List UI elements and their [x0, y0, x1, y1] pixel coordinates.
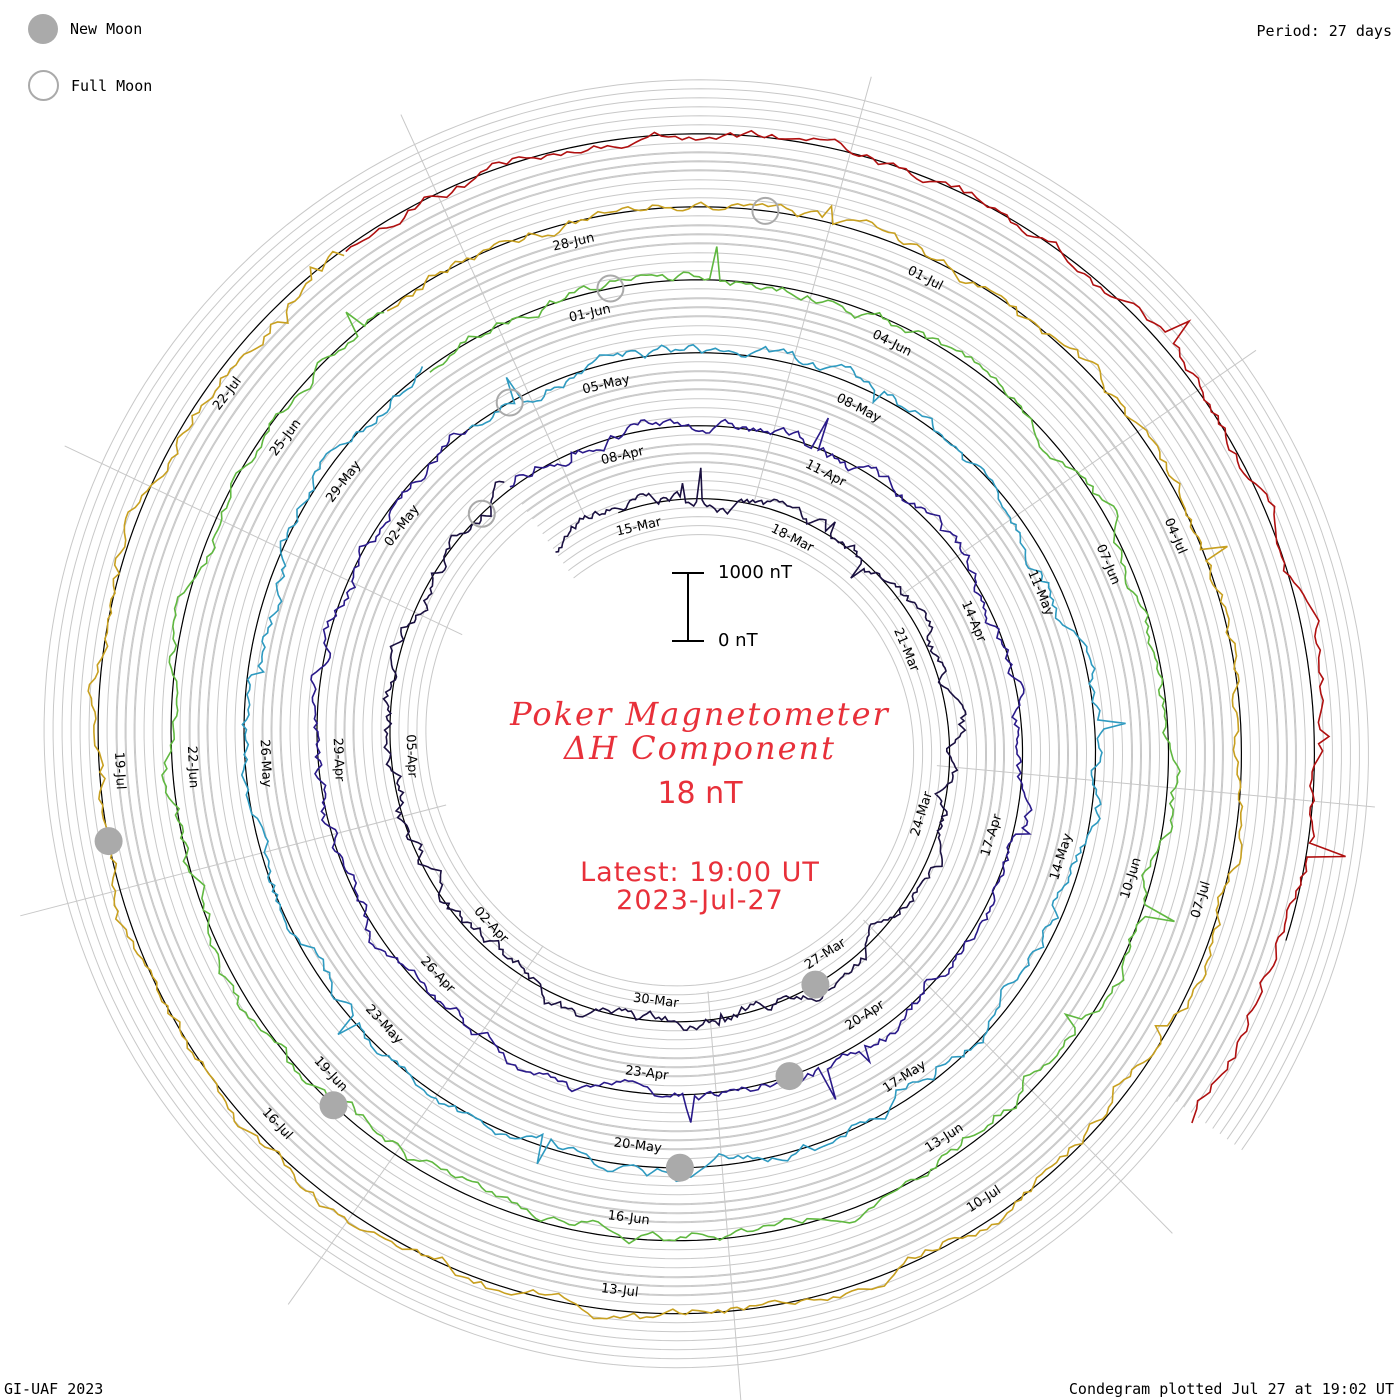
latest-date: 2023-Jul-27 — [616, 885, 784, 916]
zero-reference-spiral — [97, 133, 1316, 1315]
current-value: 18 nT — [657, 776, 743, 811]
new-moon-marker — [665, 1153, 694, 1182]
full-moon-marker — [751, 196, 780, 225]
grid-spiral — [124, 160, 1288, 1288]
scale-bar — [672, 572, 704, 642]
day-spoke — [863, 919, 1173, 1234]
date-label: 13-Jun — [923, 1120, 967, 1156]
date-label: 22-Jun — [184, 746, 201, 789]
full-moon-icon — [28, 70, 59, 101]
date-label: 17-Apr — [978, 812, 1005, 859]
full-moon-marker — [596, 274, 625, 303]
new-moon-marker — [319, 1091, 348, 1120]
footer-plotted: Condegram plotted Jul 27 at 19:02 UT — [1068, 1380, 1394, 1398]
day-spoke — [707, 991, 742, 1400]
new-moon-marker — [775, 1062, 804, 1091]
date-label: 29-Apr — [330, 738, 347, 783]
date-label: 26-May — [257, 739, 274, 788]
grid-spiral — [106, 142, 1306, 1306]
day-spoke — [753, 76, 872, 502]
data-trace — [382, 467, 967, 1032]
date-label: 05-Apr — [403, 734, 420, 779]
date-label: 13-Jul — [600, 1281, 639, 1301]
date-label: 16-Jul — [259, 1105, 296, 1143]
date-label: 11-May — [1024, 568, 1057, 618]
date-label: 04-Jul — [1161, 516, 1189, 557]
new-moon-icon — [28, 14, 58, 44]
day-spoke — [936, 765, 1375, 808]
legend-new-moon-label: New Moon — [70, 20, 143, 38]
grid-spiral — [61, 97, 1351, 1351]
date-label: 30-Mar — [632, 991, 680, 1012]
full-moon-marker — [495, 388, 524, 417]
data-trace — [161, 246, 1181, 1245]
new-moon-marker — [94, 827, 123, 856]
grid-spiral — [52, 88, 1360, 1360]
date-label: 05-May — [581, 372, 632, 397]
day-spoke — [893, 349, 1257, 601]
grid-spiral — [43, 79, 1369, 1369]
moon-markers — [94, 196, 830, 1182]
date-label: 29-May — [323, 458, 364, 506]
grid-spiral — [115, 151, 1297, 1297]
chart-subtitle: ΔH Component — [563, 729, 837, 767]
period-label: Period: 27 days — [1256, 22, 1392, 40]
day-spoke — [400, 114, 585, 515]
zero-reference-line — [97, 133, 1316, 1315]
data-traces — [87, 129, 1346, 1320]
legend-full-moon-label: Full Moon — [71, 76, 153, 95]
date-label: 19-Jul — [111, 752, 128, 790]
data-trace — [310, 417, 1033, 1123]
grid-spiral — [79, 115, 1333, 1333]
grid-spiral — [70, 106, 1342, 1342]
latest-time: Latest: 19:00 UT — [580, 857, 820, 888]
new-moon-marker — [801, 970, 830, 999]
day-spoke — [287, 945, 544, 1305]
day-spokes — [20, 76, 1375, 1400]
footer-credit: GI-UAF 2023 — [4, 1380, 104, 1398]
data-trace — [240, 343, 1126, 1183]
day-spoke — [20, 804, 447, 917]
data-trace — [345, 129, 1346, 1124]
legend-new-moon: New Moon — [28, 14, 142, 44]
scale-bottom-label: 0 nT — [718, 630, 758, 651]
full-moon-marker — [467, 499, 496, 528]
grid-spiral — [133, 169, 1279, 1279]
data-trace — [87, 201, 1244, 1320]
date-label: 16-Jun — [607, 1208, 651, 1228]
day-spoke — [64, 445, 463, 636]
grid-spiral — [88, 124, 1324, 1324]
date-label: 20-May — [613, 1135, 663, 1156]
date-label: 21-Mar — [890, 626, 922, 675]
date-label: 15-Mar — [615, 515, 664, 540]
chart-title: Poker Magnetometer — [510, 695, 890, 733]
date-label: 23-Apr — [624, 1063, 670, 1083]
date-label: 02-May — [382, 502, 423, 550]
scale-top-label: 1000 nT — [718, 562, 792, 583]
legend-full-moon: Full Moon — [28, 70, 152, 101]
